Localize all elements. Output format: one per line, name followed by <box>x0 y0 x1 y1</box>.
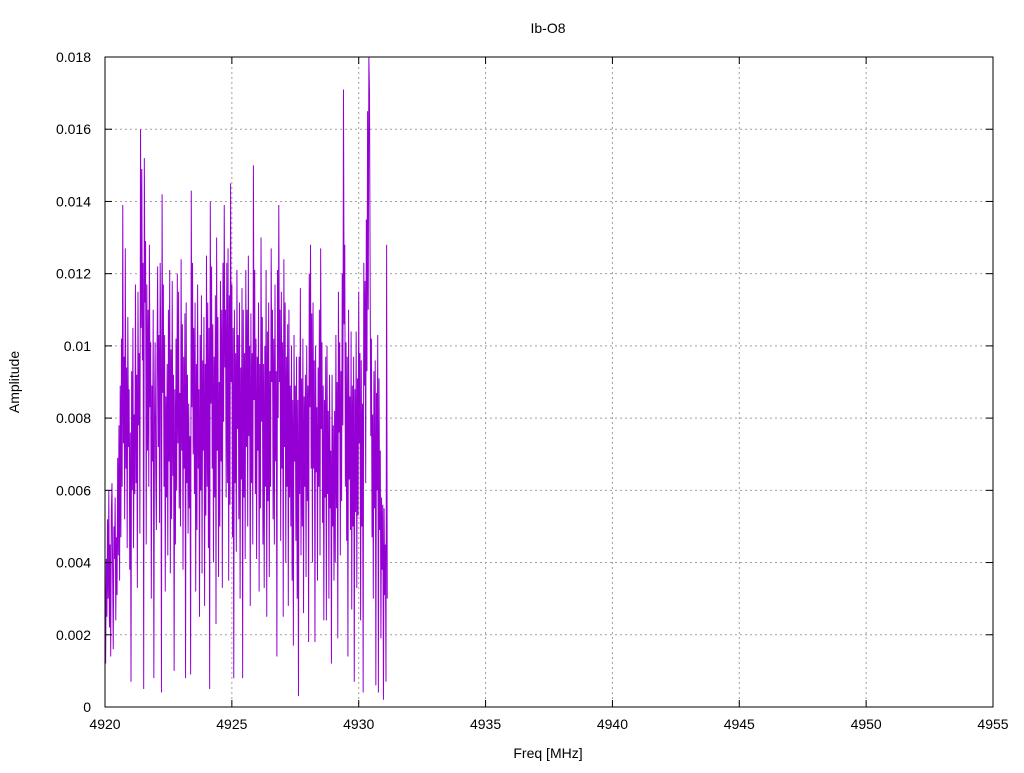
y-tick-label: 0.004 <box>56 555 91 571</box>
y-tick-label: 0.016 <box>56 121 91 137</box>
y-tick-label: 0.018 <box>56 49 91 65</box>
axes <box>104 56 994 708</box>
x-tick-label: 4950 <box>851 716 882 732</box>
plot-frame <box>104 56 994 708</box>
x-tick-label: 4955 <box>977 716 1008 732</box>
x-tick-label: 4945 <box>724 716 755 732</box>
y-tick-label: 0.01 <box>64 338 91 354</box>
y-tick-label: 0.002 <box>56 627 91 643</box>
chart-title: Ib-O8 <box>530 20 565 36</box>
y-axis-label: Amplitude <box>6 351 22 413</box>
x-tick-label: 4935 <box>470 716 501 732</box>
y-tick-label: 0.008 <box>56 410 91 426</box>
grid <box>105 57 993 707</box>
x-axis-label: Freq [MHz] <box>513 745 582 761</box>
x-tick-label: 4940 <box>597 716 628 732</box>
x-tick-label: 4930 <box>343 716 374 732</box>
x-tick-label: 4925 <box>216 716 247 732</box>
x-tick-label: 4920 <box>89 716 120 732</box>
series-layer <box>104 56 388 700</box>
y-tick-label: 0.014 <box>56 193 91 209</box>
y-tick-label: 0.006 <box>56 482 91 498</box>
tick-labels: 4920 4925 4930 4935 4940 4945 4950 4955 0 0.002 0.… <box>56 49 1009 732</box>
series-line <box>104 56 388 700</box>
y-tick-label: 0.012 <box>56 266 91 282</box>
y-tick-label: 0 <box>83 699 91 715</box>
